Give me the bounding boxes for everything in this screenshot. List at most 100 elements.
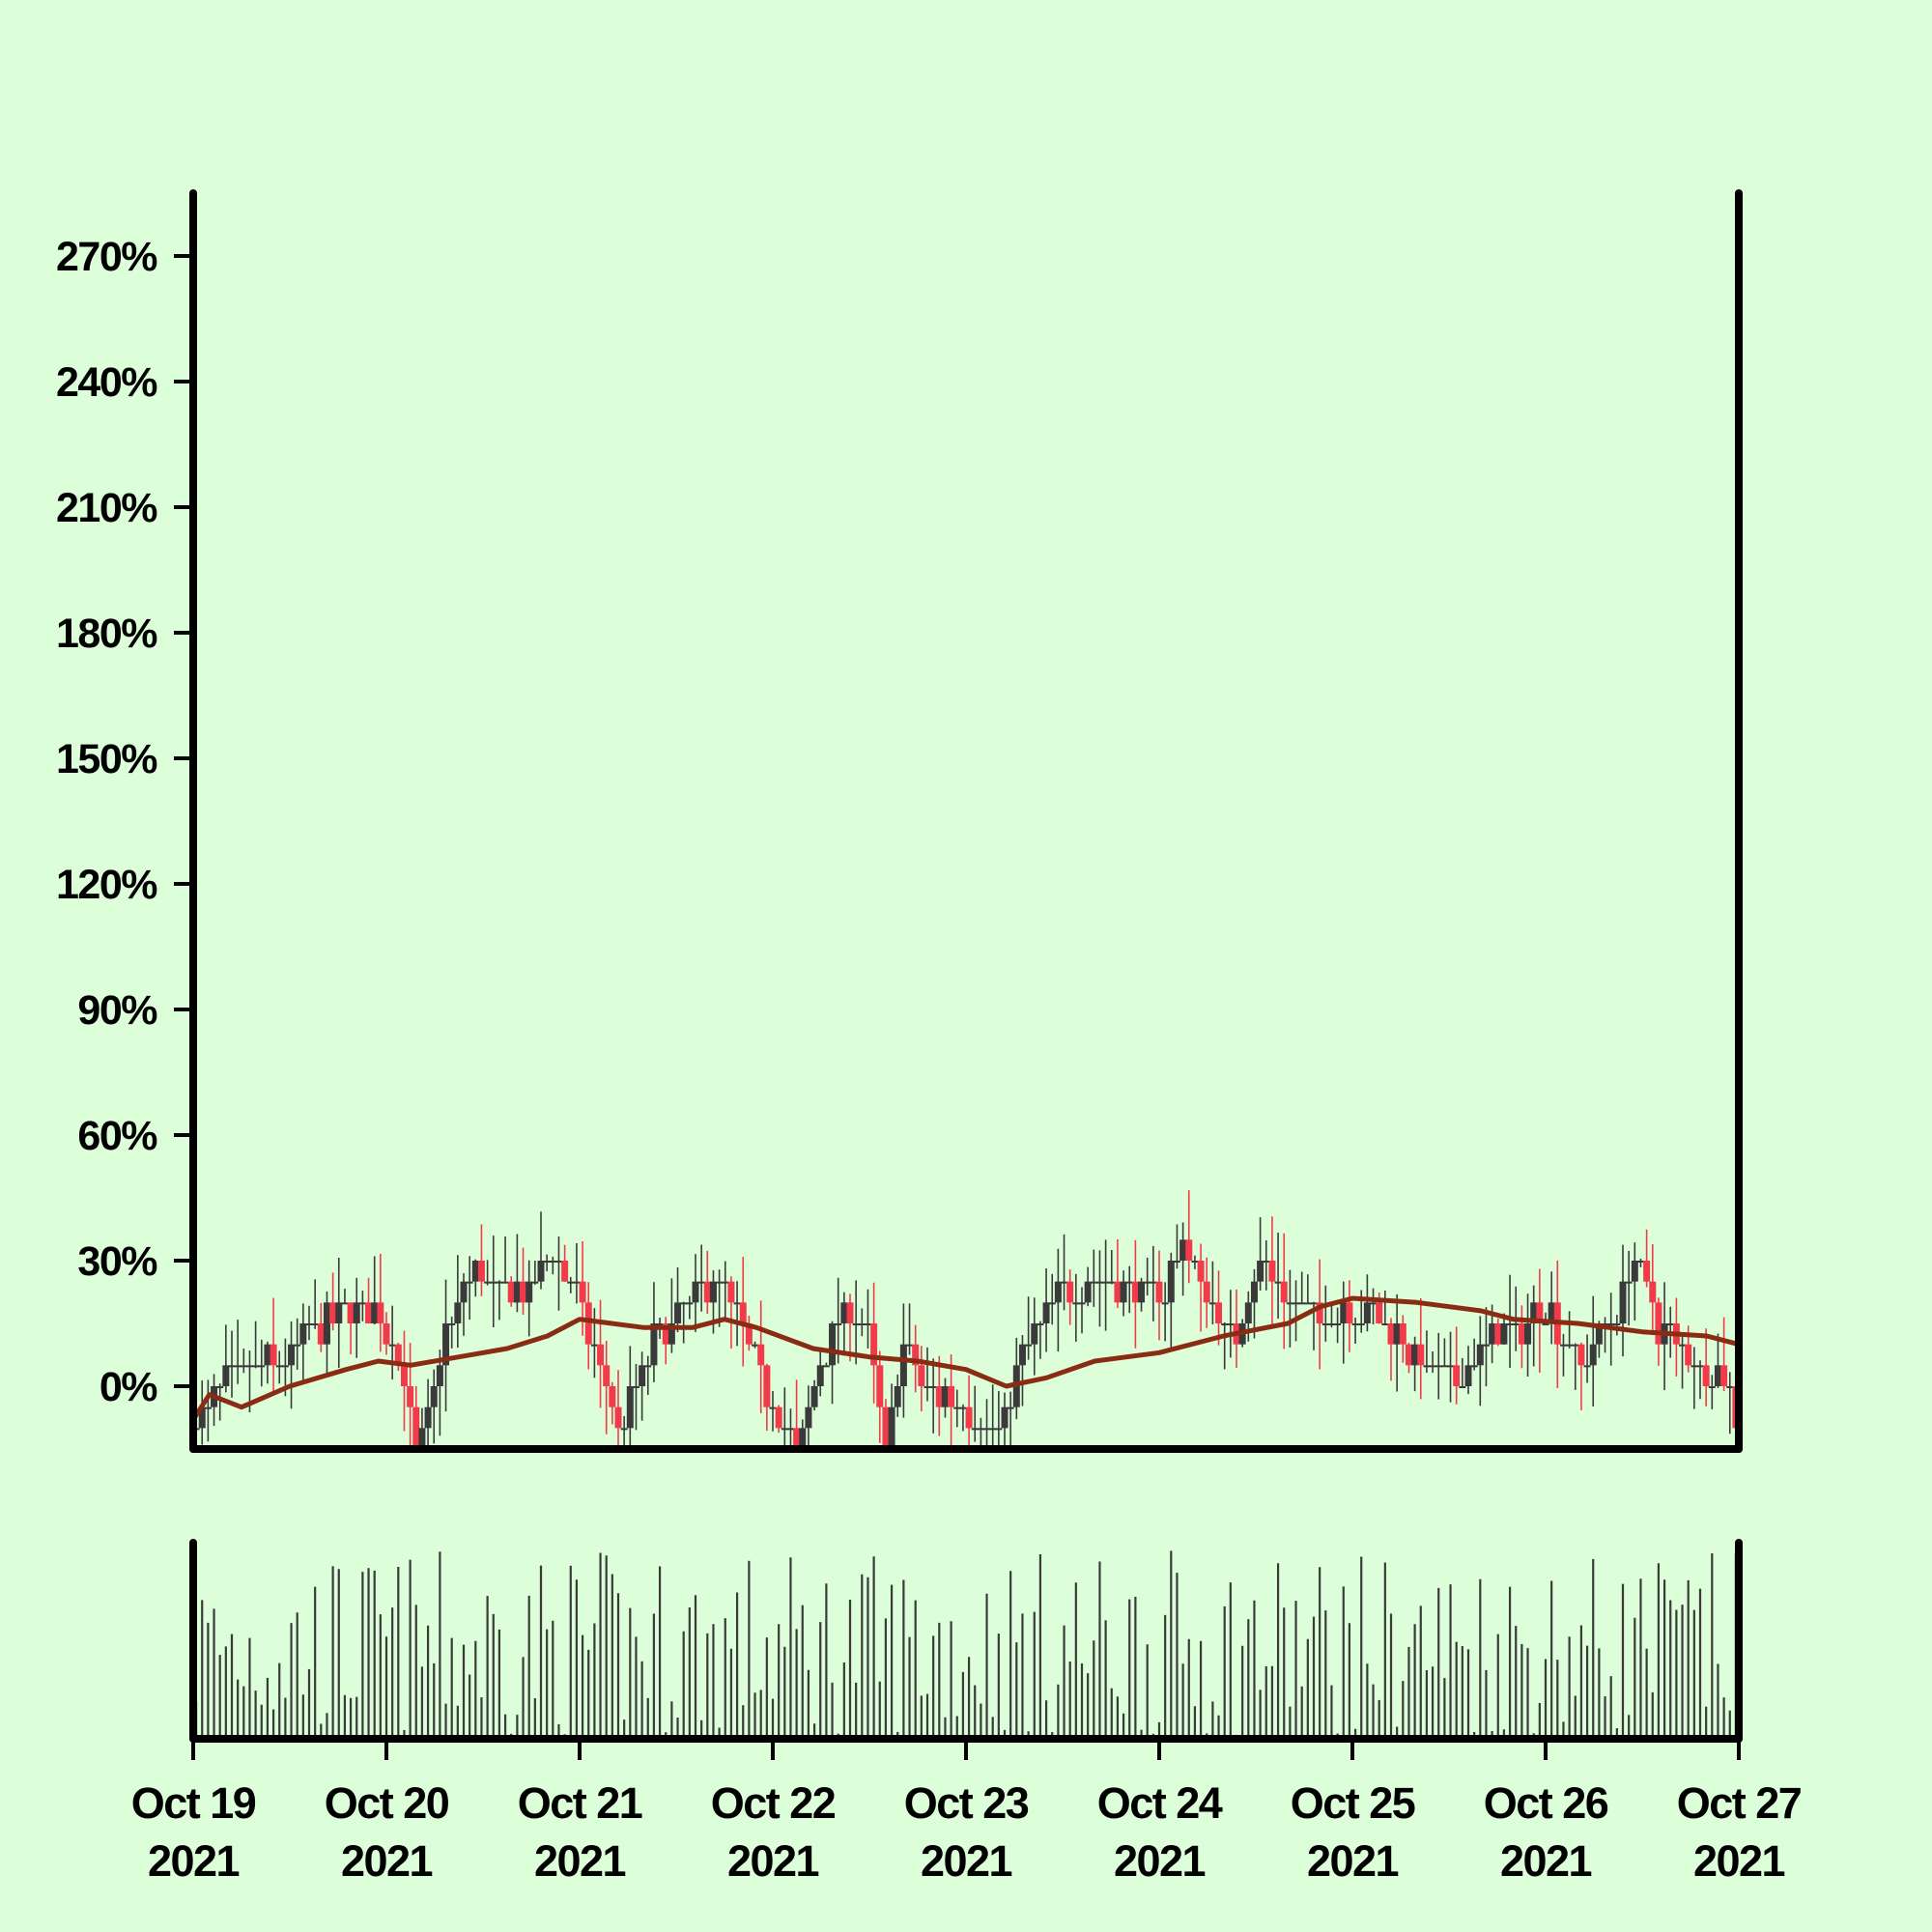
candle-body	[1221, 1323, 1229, 1325]
candle-body	[1476, 1344, 1484, 1366]
candle-body	[995, 1428, 1003, 1431]
y-tick-label: 210%	[56, 485, 157, 531]
candle-body	[923, 1386, 931, 1388]
candle-body	[1066, 1281, 1074, 1303]
candle-body	[1321, 1323, 1329, 1325]
candle-body	[733, 1302, 741, 1305]
candle-body	[216, 1386, 224, 1388]
candle-body	[829, 1323, 837, 1366]
candle-body	[983, 1428, 991, 1431]
candle-body	[329, 1302, 337, 1323]
candle-body	[466, 1281, 473, 1284]
y-tick-label: 270%	[56, 234, 157, 280]
candle-body	[513, 1281, 521, 1303]
moving-average-line	[190, 1295, 1742, 1423]
candle-body	[1084, 1281, 1092, 1303]
y-tick-label: 240%	[56, 359, 157, 406]
candle-body	[977, 1428, 984, 1431]
candle-body	[1031, 1323, 1038, 1345]
candle-body	[965, 1406, 973, 1429]
candle-body	[299, 1323, 307, 1345]
candle-body	[775, 1406, 782, 1429]
x-tick-label-month-day: Oct 21	[518, 1778, 642, 1828]
x-tick-label-year: 2021	[341, 1836, 433, 1886]
candle-body	[1293, 1302, 1300, 1305]
candle-body	[840, 1302, 848, 1323]
x-tick-label-year: 2021	[727, 1836, 819, 1886]
candle-body	[567, 1281, 575, 1284]
candle-body	[781, 1428, 788, 1431]
candle-body	[912, 1344, 920, 1366]
candle-body	[632, 1386, 639, 1388]
candle-body	[870, 1323, 878, 1366]
candle-body	[1500, 1323, 1508, 1345]
candle-body	[727, 1281, 735, 1303]
candle-body	[1316, 1302, 1323, 1323]
candle-body	[1025, 1344, 1033, 1347]
candle-body	[1548, 1302, 1555, 1323]
candle-body	[383, 1323, 390, 1345]
candle-body	[1327, 1323, 1335, 1325]
candle-body	[1340, 1302, 1348, 1323]
candle-body	[1078, 1302, 1086, 1305]
candle-body	[1530, 1302, 1538, 1323]
candle-body	[1173, 1261, 1180, 1263]
candle-body	[537, 1261, 545, 1282]
candle-body	[1155, 1281, 1163, 1303]
candle-body	[971, 1428, 979, 1431]
candle-body	[656, 1323, 664, 1325]
candle-body	[1489, 1323, 1496, 1345]
candle-body	[793, 1428, 801, 1449]
candle-body	[1726, 1386, 1734, 1388]
x-tick-label-month-day: Oct 22	[711, 1778, 836, 1828]
candle-body	[418, 1428, 426, 1449]
candle-body	[549, 1261, 556, 1263]
candle-body	[1048, 1302, 1056, 1305]
candle-body	[1411, 1344, 1419, 1366]
candle-body	[430, 1386, 438, 1407]
candle-body	[835, 1323, 842, 1325]
candle-body	[288, 1344, 296, 1366]
candle-body	[1655, 1302, 1662, 1345]
candle-body	[590, 1344, 598, 1347]
y-tick-label: 180%	[56, 611, 157, 657]
candle-body	[1559, 1344, 1567, 1347]
candle-body	[846, 1302, 854, 1323]
candle-body	[959, 1406, 967, 1409]
candle-body	[490, 1281, 497, 1284]
volume-layer	[194, 1550, 1738, 1739]
candle-body	[989, 1428, 997, 1431]
x-tick-label-month-day: Oct 20	[325, 1778, 449, 1828]
candle-body	[1435, 1365, 1442, 1368]
candle-body	[1423, 1365, 1431, 1368]
candle-body	[501, 1281, 509, 1284]
candle-body	[1244, 1302, 1252, 1323]
x-tick-label-year: 2021	[148, 1836, 240, 1886]
candle-body	[1393, 1323, 1401, 1345]
candle-body	[1643, 1261, 1651, 1282]
candle-body	[234, 1365, 242, 1368]
candle-body	[1447, 1365, 1455, 1368]
candle-body	[412, 1406, 420, 1449]
candle-body	[1417, 1344, 1425, 1366]
candle-body	[1714, 1365, 1721, 1386]
candle-body	[1566, 1344, 1574, 1347]
candle-body	[1037, 1323, 1044, 1325]
candle-body	[810, 1386, 818, 1407]
candle-body	[858, 1323, 866, 1325]
candle-body	[371, 1302, 379, 1323]
candle-body	[347, 1302, 355, 1323]
candle-body	[1001, 1406, 1009, 1429]
x-tick-label-month-day: Oct 23	[904, 1778, 1029, 1828]
candle-body	[448, 1323, 456, 1325]
candle-body	[686, 1302, 694, 1305]
candle-body	[650, 1323, 658, 1366]
candle-body	[543, 1261, 551, 1263]
candle-body	[1470, 1365, 1478, 1368]
y-tick-label: 120%	[56, 862, 157, 908]
candle-body	[620, 1428, 628, 1431]
candle-body	[1518, 1323, 1525, 1345]
candle-body	[1506, 1323, 1514, 1325]
candle-body	[323, 1302, 330, 1345]
y-axis-ticks: 0% 30% 60% 90% 120% 150% 180% 210% 240% 270%	[56, 234, 193, 1410]
